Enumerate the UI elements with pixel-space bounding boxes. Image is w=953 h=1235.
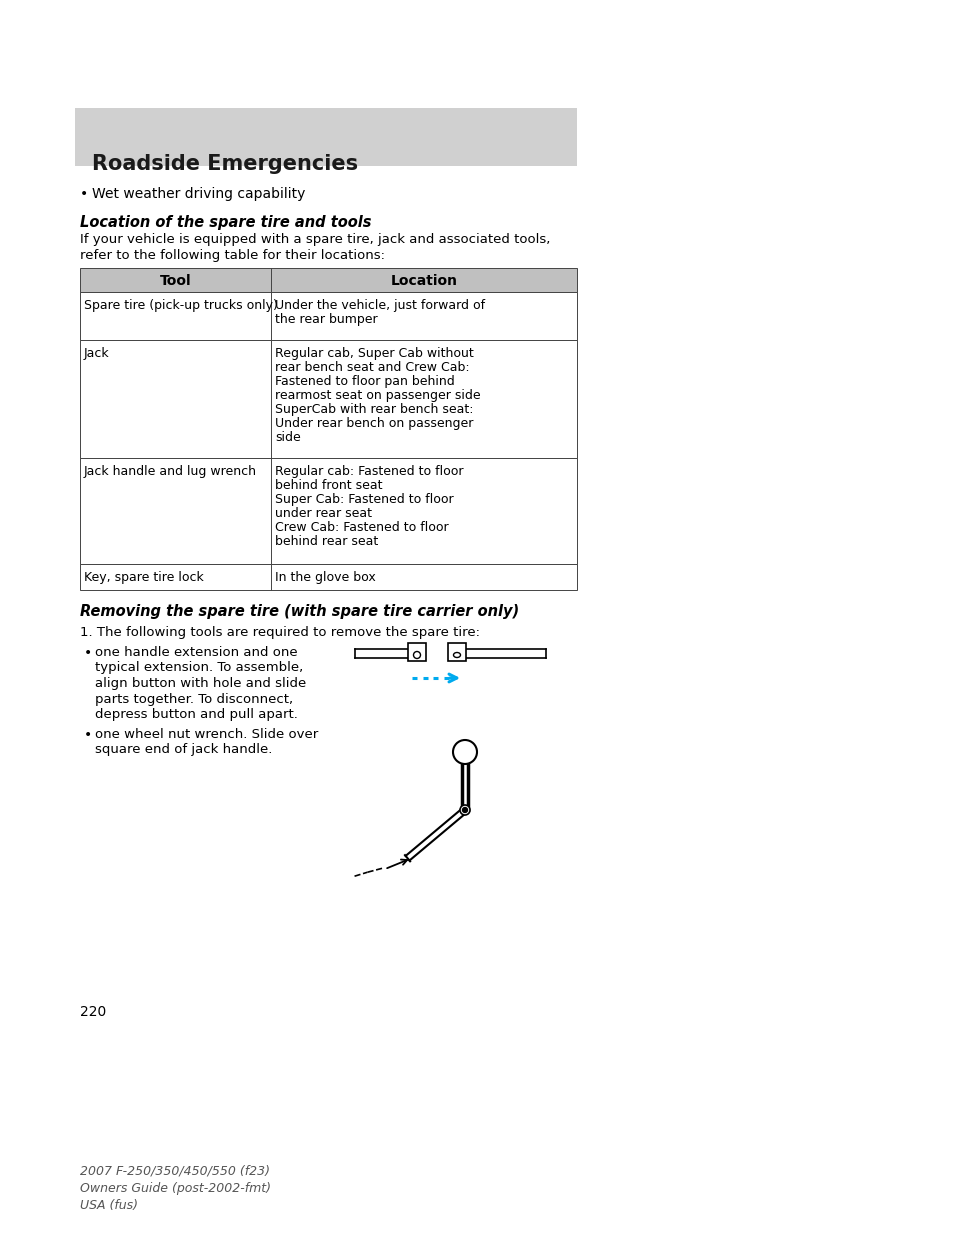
Text: Removing the spare tire (with spare tire carrier only): Removing the spare tire (with spare tire…	[80, 604, 518, 619]
Bar	[448, 643, 465, 661]
Text: USA (fus): USA (fus)	[80, 1199, 138, 1212]
Text: one wheel nut wrench. Slide over: one wheel nut wrench. Slide over	[95, 727, 318, 741]
Text: Jack handle and lug wrench: Jack handle and lug wrench	[84, 466, 256, 478]
Text: •: •	[84, 646, 92, 659]
Text: Regular cab, Super Cab without: Regular cab, Super Cab without	[274, 347, 474, 359]
Text: behind rear seat: behind rear seat	[274, 535, 377, 548]
Circle shape	[462, 808, 467, 813]
Text: Fastened to floor pan behind: Fastened to floor pan behind	[274, 375, 455, 388]
Circle shape	[459, 805, 470, 815]
Text: •: •	[84, 727, 92, 742]
Text: Key, spare tire lock: Key, spare tire lock	[84, 571, 204, 584]
Circle shape	[413, 652, 420, 658]
Text: Under rear bench on passenger: Under rear bench on passenger	[274, 417, 473, 430]
Text: depress button and pull apart.: depress button and pull apart.	[95, 708, 297, 721]
Text: under rear seat: under rear seat	[274, 508, 372, 520]
Bar	[80, 340, 577, 458]
Text: the rear bumper: the rear bumper	[274, 312, 377, 326]
Text: one handle extension and one: one handle extension and one	[95, 646, 297, 659]
Text: Roadside Emergencies: Roadside Emergencies	[91, 154, 357, 174]
Text: Wet weather driving capability: Wet weather driving capability	[91, 186, 305, 201]
Text: parts together. To disconnect,: parts together. To disconnect,	[95, 693, 293, 705]
Text: In the glove box: In the glove box	[274, 571, 375, 584]
Text: Owners Guide (post-2002-fmt): Owners Guide (post-2002-fmt)	[80, 1182, 271, 1195]
Text: Super Cab: Fastened to floor: Super Cab: Fastened to floor	[274, 493, 453, 506]
Ellipse shape	[453, 652, 460, 657]
Text: Location of the spare tire and tools: Location of the spare tire and tools	[80, 215, 371, 230]
Bar	[80, 458, 577, 564]
Text: square end of jack handle.: square end of jack handle.	[95, 743, 273, 757]
Text: Tool: Tool	[159, 274, 192, 288]
Text: side: side	[274, 431, 300, 445]
Text: 1. The following tools are required to remove the spare tire:: 1. The following tools are required to r…	[80, 626, 479, 638]
Text: If your vehicle is equipped with a spare tire, jack and associated tools,: If your vehicle is equipped with a spare…	[80, 233, 550, 246]
Text: typical extension. To assemble,: typical extension. To assemble,	[95, 662, 303, 674]
Circle shape	[453, 740, 476, 764]
Text: 2007 F-250/350/450/550 (f23): 2007 F-250/350/450/550 (f23)	[80, 1165, 270, 1178]
Text: 220: 220	[80, 1005, 106, 1019]
Text: rearmost seat on passenger side: rearmost seat on passenger side	[274, 389, 480, 403]
Text: Spare tire (pick-up trucks only): Spare tire (pick-up trucks only)	[84, 299, 277, 312]
Text: Jack: Jack	[84, 347, 110, 359]
Text: refer to the following table for their locations:: refer to the following table for their l…	[80, 249, 385, 262]
Bar	[80, 291, 577, 340]
Text: •: •	[80, 186, 89, 201]
Text: Location: Location	[390, 274, 457, 288]
Bar	[75, 107, 577, 165]
Text: rear bench seat and Crew Cab:: rear bench seat and Crew Cab:	[274, 361, 469, 374]
Text: behind front seat: behind front seat	[274, 479, 382, 492]
Bar	[408, 643, 426, 661]
Text: SuperCab with rear bench seat:: SuperCab with rear bench seat:	[274, 403, 473, 416]
Text: Regular cab: Fastened to floor: Regular cab: Fastened to floor	[274, 466, 463, 478]
Bar	[80, 268, 577, 291]
Bar	[80, 564, 577, 590]
Text: Crew Cab: Fastened to floor: Crew Cab: Fastened to floor	[274, 521, 448, 534]
Text: align button with hole and slide: align button with hole and slide	[95, 677, 306, 690]
Text: Under the vehicle, just forward of: Under the vehicle, just forward of	[274, 299, 485, 312]
